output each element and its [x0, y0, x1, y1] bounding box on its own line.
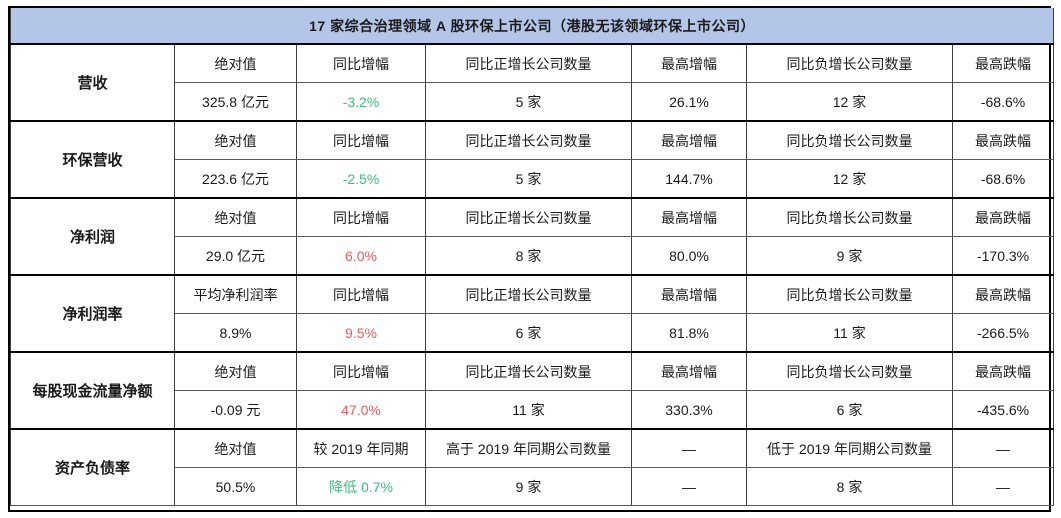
value-absolute: 325.8 亿元 — [174, 82, 297, 122]
value-negative-count: 9 家 — [746, 236, 953, 276]
col-header-absolute: 绝对值 — [174, 120, 297, 160]
section-cashflow-header-row: 每股现金流量净额 绝对值 同比增幅 同比正增长公司数量 最高增幅 同比负增长公司… — [10, 351, 1055, 430]
col-header-yoy-change: 同比增幅 — [296, 274, 426, 314]
value-max-gain: 26.1% — [631, 82, 747, 122]
section-net-profit-header-row: 净利润 绝对值 同比增幅 同比正增长公司数量 最高增幅 同比负增长公司数量 最高… — [10, 197, 1055, 276]
col-header-positive-count: 同比正增长公司数量 — [425, 120, 632, 160]
col-header-max-gain: 最高增幅 — [631, 351, 747, 391]
metric-label-net-margin: 净利润率 — [10, 274, 175, 353]
value-yoy-change: -2.5% — [296, 159, 426, 199]
value-absolute: 223.6 亿元 — [174, 159, 297, 199]
col-header-avg-net-margin: 平均净利润率 — [174, 274, 297, 314]
section-net-margin-header-row: 净利润率 平均净利润率 同比增幅 同比正增长公司数量 最高增幅 同比负增长公司数… — [10, 274, 1055, 353]
value-max-drop: -68.6% — [951, 159, 1055, 199]
value-absolute: -0.09 元 — [174, 390, 297, 430]
col-header-above-2019-count: 高于 2019 年同期公司数量 — [425, 428, 632, 468]
value-negative-count: 12 家 — [746, 82, 953, 122]
section-env-revenue-header-row: 环保营收 绝对值 同比增幅 同比正增长公司数量 最高增幅 同比负增长公司数量 最… — [10, 120, 1055, 199]
value-yoy-change: 9.5% — [296, 313, 426, 353]
col-header-max-drop: 最高跌幅 — [951, 120, 1055, 160]
col-header-absolute: 绝对值 — [174, 428, 297, 468]
col-header-negative-count: 同比负增长公司数量 — [746, 197, 953, 237]
col-header-absolute: 绝对值 — [174, 43, 297, 83]
value-max-gain: 81.8% — [631, 313, 747, 353]
table-title: 17 家综合治理领域 A 股环保上市公司（港股无该领域环保上市公司） — [9, 8, 1055, 45]
value-yoy-change: 6.0% — [296, 236, 426, 276]
col-header-max-drop: 最高跌幅 — [951, 351, 1055, 391]
section-net-profit-value-row: 29.0 亿元 6.0% 8 家 80.0% 9 家 -170.3% — [11, 236, 1055, 276]
value-max-drop: -68.6% — [951, 82, 1055, 122]
col-header-max-drop: 最高跌幅 — [951, 197, 1055, 237]
metric-label-env-revenue: 环保营收 — [10, 120, 175, 199]
value-positive-count: 6 家 — [425, 313, 632, 353]
col-header-max-gain: 最高增幅 — [631, 197, 747, 237]
col-header-negative-count: 同比负增长公司数量 — [746, 43, 953, 83]
col-header-max-gain: 最高增幅 — [631, 120, 747, 160]
col-header-positive-count: 同比正增长公司数量 — [425, 43, 632, 83]
value-positive-count: 8 家 — [425, 236, 632, 276]
col-header-yoy-change: 同比增幅 — [296, 120, 426, 160]
col-header-negative-count: 同比负增长公司数量 — [746, 351, 953, 391]
value-positive-count: 5 家 — [425, 159, 632, 199]
environmental-companies-stats-table: 17 家综合治理领域 A 股环保上市公司（港股无该领域环保上市公司） 营收 绝对… — [8, 6, 1055, 512]
col-header-positive-count: 同比正增长公司数量 — [425, 197, 632, 237]
col-header-vs-2019: 较 2019 年同期 — [296, 428, 426, 468]
value-positive-count: 5 家 — [425, 82, 632, 122]
col-header-positive-count: 同比正增长公司数量 — [425, 274, 632, 314]
metric-label-revenue: 营收 — [10, 43, 175, 122]
section-revenue-value-row: 325.8 亿元 -3.2% 5 家 26.1% 12 家 -68.6% — [11, 82, 1055, 122]
metric-label-debt-ratio: 资产负债率 — [10, 428, 175, 506]
value-max-drop: -435.6% — [951, 390, 1055, 430]
col-header-dash: — — [951, 428, 1055, 468]
col-header-absolute: 绝对值 — [174, 197, 297, 237]
col-header-yoy-change: 同比增幅 — [296, 197, 426, 237]
value-max-gain: 144.7% — [631, 159, 747, 199]
col-header-yoy-change: 同比增幅 — [296, 43, 426, 83]
value-max-gain: 80.0% — [631, 236, 747, 276]
section-debt-ratio-header-row: 资产负债率 绝对值 较 2019 年同期 高于 2019 年同期公司数量 — 低… — [10, 428, 1055, 506]
col-header-max-drop: 最高跌幅 — [951, 43, 1055, 83]
value-max-drop: -266.5% — [951, 313, 1055, 353]
title-row: 17 家综合治理领域 A 股环保上市公司（港股无该领域环保上市公司） — [9, 8, 1055, 45]
section-revenue-header-row: 营收 绝对值 同比增幅 同比正增长公司数量 最高增幅 同比负增长公司数量 最高跌… — [10, 43, 1055, 122]
value-max-drop: -170.3% — [951, 236, 1055, 276]
value-absolute: 29.0 亿元 — [174, 236, 297, 276]
col-header-negative-count: 同比负增长公司数量 — [746, 274, 953, 314]
section-env-revenue-value-row: 223.6 亿元 -2.5% 5 家 144.7% 12 家 -68.6% — [11, 159, 1055, 199]
value-negative-count: 6 家 — [746, 390, 953, 430]
value-yoy-change: 47.0% — [296, 390, 426, 430]
col-header-dash: — — [631, 428, 747, 468]
value-yoy-change: -3.2% — [296, 82, 426, 122]
stats-table: 17 家综合治理领域 A 股环保上市公司（港股无该领域环保上市公司） 营收 绝对… — [9, 8, 1055, 506]
col-header-positive-count: 同比正增长公司数量 — [425, 351, 632, 391]
metric-label-cashflow: 每股现金流量净额 — [10, 351, 175, 430]
value-max-gain: 330.3% — [631, 390, 747, 430]
col-header-yoy-change: 同比增幅 — [296, 351, 426, 391]
col-header-below-2019-count: 低于 2019 年同期公司数量 — [746, 428, 953, 468]
col-header-max-drop: 最高跌幅 — [951, 274, 1055, 314]
metric-label-net-profit: 净利润 — [10, 197, 175, 276]
col-header-max-gain: 最高增幅 — [631, 274, 747, 314]
value-absolute: 8.9% — [174, 313, 297, 353]
col-header-absolute: 绝对值 — [174, 351, 297, 391]
col-header-max-gain: 最高增幅 — [631, 43, 747, 83]
col-header-negative-count: 同比负增长公司数量 — [746, 120, 953, 160]
value-positive-count: 11 家 — [425, 390, 632, 430]
value-negative-count: 11 家 — [746, 313, 953, 353]
value-negative-count: 12 家 — [746, 159, 953, 199]
